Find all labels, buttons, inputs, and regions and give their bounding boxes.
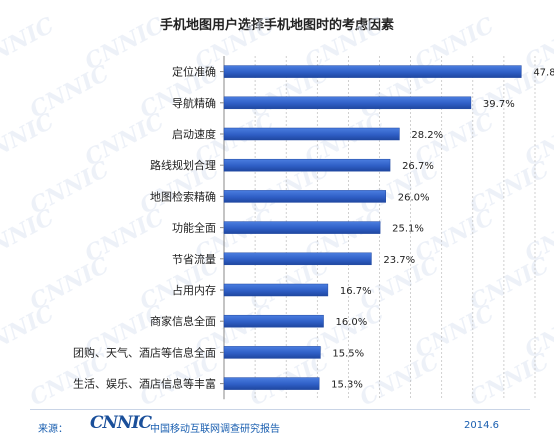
value-label: 25.1% <box>392 224 424 235</box>
report-date: 2014.6 <box>464 420 499 431</box>
value-label: 47.8% <box>533 68 554 79</box>
value-label: 23.7% <box>383 255 415 266</box>
watermark-text: CNNIC <box>356 348 444 411</box>
watermark-text: CNNIC <box>0 300 59 363</box>
bar <box>223 314 324 328</box>
bar <box>223 65 522 78</box>
value-label: 16.7% <box>340 286 372 297</box>
footer-divider <box>30 409 530 410</box>
value-label: 26.7% <box>402 161 434 172</box>
source-label: 来源： <box>38 424 68 435</box>
value-label: 15.3% <box>331 380 363 391</box>
category-label: 商家信息全面 <box>150 314 216 328</box>
report-name: 中国移动互联网调查研究报告 <box>150 424 280 435</box>
bar <box>223 221 381 234</box>
bar <box>223 377 320 390</box>
chart-title: 手机地图用户选择手机地图时的考虑因素 <box>159 18 394 33</box>
category-label: 地图检索精确 <box>150 189 216 203</box>
category-label: 启动速度 <box>172 127 216 141</box>
watermark-text: CNNIC <box>0 12 59 75</box>
value-label: 39.7% <box>483 99 515 110</box>
bar <box>223 283 329 297</box>
bar <box>223 127 400 141</box>
category-label: 功能全面 <box>172 221 216 235</box>
category-label: 节省流量 <box>172 252 216 266</box>
cnnic-logo: CNNIC <box>90 413 152 433</box>
value-label: 26.0% <box>398 192 430 203</box>
bars-layer: 定位准确 47.8% 导航精确 39.7% 启动速度 28.2% 路线规划合理 26.7% 地图… <box>73 65 554 391</box>
bar <box>223 252 372 266</box>
category-label: 团购、天气、酒店等信息全面 <box>73 345 216 359</box>
value-label: 16.0% <box>336 317 368 328</box>
footer: 来源： CNNIC 中国移动互联网调查研究报告 2014.6 <box>0 405 554 437</box>
bar <box>223 190 386 203</box>
category-label: 定位准确 <box>172 65 216 79</box>
watermark-text: CNNIC <box>0 108 59 171</box>
bar <box>223 96 472 110</box>
bar <box>223 346 321 359</box>
watermark-text: CNNIC <box>466 348 554 411</box>
category-label: 路线规划合理 <box>150 158 216 172</box>
category-label: 占用内存 <box>172 283 216 297</box>
value-label: 15.5% <box>332 348 364 359</box>
value-label: 28.2% <box>411 130 443 141</box>
bar <box>223 158 391 172</box>
category-label: 导航精确 <box>172 96 216 110</box>
watermark-text: CNNIC <box>0 204 59 267</box>
category-label: 生活、娱乐、酒店信息等丰富 <box>73 377 216 391</box>
